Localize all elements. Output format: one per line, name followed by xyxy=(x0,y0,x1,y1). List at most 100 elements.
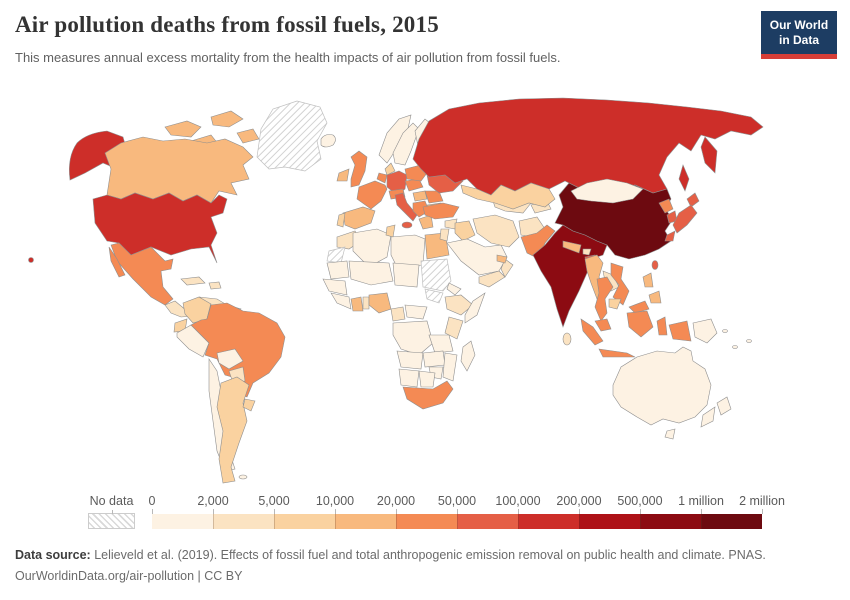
country-sudan[interactable] xyxy=(420,258,452,292)
country-japan-honshu[interactable] xyxy=(672,204,698,234)
country-falklands[interactable] xyxy=(238,474,248,480)
country-papua-new-guinea[interactable] xyxy=(692,318,718,344)
country-kalimantan[interactable] xyxy=(626,310,654,338)
country-tanzania[interactable] xyxy=(428,334,454,354)
country-thailand[interactable] xyxy=(594,276,614,322)
country-bolivia[interactable] xyxy=(216,348,244,370)
country-benin-togo[interactable] xyxy=(362,296,370,310)
country-malaysia-borneo[interactable] xyxy=(628,300,650,314)
country-iceland[interactable] xyxy=(320,134,336,148)
country-canada-arctic[interactable] xyxy=(236,128,260,144)
country-cameroon[interactable] xyxy=(390,306,406,322)
country-nz-south[interactable] xyxy=(700,406,716,428)
country-iran[interactable] xyxy=(472,214,520,248)
country-nigeria[interactable] xyxy=(368,292,392,314)
country-united-states[interactable] xyxy=(92,192,228,264)
legend-swatch[interactable] xyxy=(152,514,213,529)
country-italy[interactable] xyxy=(394,192,418,222)
country-south-africa[interactable] xyxy=(402,380,454,410)
country-luzon[interactable] xyxy=(642,272,654,288)
country-sicily[interactable] xyxy=(401,221,413,229)
country-argentina[interactable] xyxy=(216,376,250,484)
country-mindanao[interactable] xyxy=(648,290,662,304)
country-greenland[interactable] xyxy=(256,100,328,172)
country-libya[interactable] xyxy=(390,234,426,268)
country-ghana[interactable] xyxy=(350,296,364,312)
country-namibia[interactable] xyxy=(398,368,420,388)
country-tasmania[interactable] xyxy=(664,428,676,440)
country-mauritania[interactable] xyxy=(326,260,350,280)
country-botswana[interactable] xyxy=(418,370,436,388)
country-canada[interactable] xyxy=(104,136,254,204)
country-taiwan[interactable] xyxy=(651,260,659,270)
country-oman[interactable] xyxy=(500,258,514,278)
country-norway[interactable] xyxy=(378,114,412,164)
country-vietnam[interactable] xyxy=(610,262,630,306)
country-mali-niger[interactable] xyxy=(348,260,394,286)
country-ethiopia[interactable] xyxy=(444,294,474,316)
country-west-papua[interactable] xyxy=(668,320,692,342)
country-hawaii[interactable] xyxy=(28,257,34,263)
country-sakhalin[interactable] xyxy=(678,164,690,192)
country-ireland[interactable] xyxy=(336,168,350,182)
legend-swatch[interactable] xyxy=(274,514,335,529)
country-denmark[interactable] xyxy=(384,162,396,176)
country-jordan-israel[interactable] xyxy=(439,228,450,242)
country-zambia[interactable] xyxy=(422,350,446,368)
country-angola[interactable] xyxy=(396,350,424,370)
country-pacific-island[interactable] xyxy=(732,345,738,349)
country-sulawesi[interactable] xyxy=(656,316,668,336)
country-cote-divoire[interactable] xyxy=(330,292,352,310)
country-madagascar[interactable] xyxy=(460,340,476,372)
country-cuba[interactable] xyxy=(180,276,206,286)
country-hispaniola[interactable] xyxy=(208,281,222,290)
country-algeria[interactable] xyxy=(352,228,392,268)
legend-no-data[interactable]: No data xyxy=(88,494,135,529)
legend-swatch[interactable] xyxy=(396,514,457,529)
country-eritrea[interactable] xyxy=(446,282,462,296)
country-turkey[interactable] xyxy=(422,202,460,220)
country-pakistan[interactable] xyxy=(520,224,556,260)
country-japan-hokkaido[interactable] xyxy=(686,192,700,208)
legend-swatch[interactable] xyxy=(579,514,640,529)
country-japan-kyushu[interactable] xyxy=(664,230,676,242)
legend-no-data-swatch[interactable] xyxy=(88,513,135,529)
legend-swatch[interactable] xyxy=(701,514,762,529)
country-romania[interactable] xyxy=(424,190,444,204)
country-sweden[interactable] xyxy=(392,122,420,166)
country-benelux[interactable] xyxy=(376,172,388,184)
country-canada-arctic[interactable] xyxy=(210,110,244,128)
country-kazakhstan[interactable] xyxy=(460,182,556,210)
country-yemen[interactable] xyxy=(478,270,506,288)
country-bhutan[interactable] xyxy=(582,248,592,256)
country-south-sudan[interactable] xyxy=(424,288,444,304)
legend-swatch[interactable] xyxy=(640,514,701,529)
country-iraq[interactable] xyxy=(454,220,476,242)
legend-swatch[interactable] xyxy=(518,514,579,529)
country-uruguay[interactable] xyxy=(242,398,256,412)
country-sri-lanka[interactable] xyxy=(562,332,572,346)
country-canada-arctic[interactable] xyxy=(164,120,202,138)
country-java[interactable] xyxy=(598,348,636,358)
country-kamchatka[interactable] xyxy=(700,136,718,174)
country-tunisia[interactable] xyxy=(385,224,396,238)
country-nepal[interactable] xyxy=(562,240,582,254)
country-somalia[interactable] xyxy=(464,292,486,324)
country-greece[interactable] xyxy=(418,214,434,230)
country-chad[interactable] xyxy=(392,262,420,288)
country-nz-north[interactable] xyxy=(716,396,732,416)
country-mozambique[interactable] xyxy=(442,352,458,382)
country-france[interactable] xyxy=(356,180,388,210)
country-malaysia[interactable] xyxy=(594,318,612,332)
country-cambodia[interactable] xyxy=(608,298,622,310)
country-senegal-guinea[interactable] xyxy=(322,278,348,296)
country-baja[interactable] xyxy=(108,246,126,278)
country-mongolia[interactable] xyxy=(570,178,644,204)
legend-swatch[interactable] xyxy=(213,514,274,529)
country-pacific-island[interactable] xyxy=(722,329,728,333)
country-australia[interactable] xyxy=(612,346,712,426)
country-sumatra[interactable] xyxy=(580,318,604,346)
country-hungary[interactable] xyxy=(412,190,428,202)
country-united-kingdom[interactable] xyxy=(350,150,368,188)
country-western-sahara[interactable] xyxy=(326,246,346,264)
